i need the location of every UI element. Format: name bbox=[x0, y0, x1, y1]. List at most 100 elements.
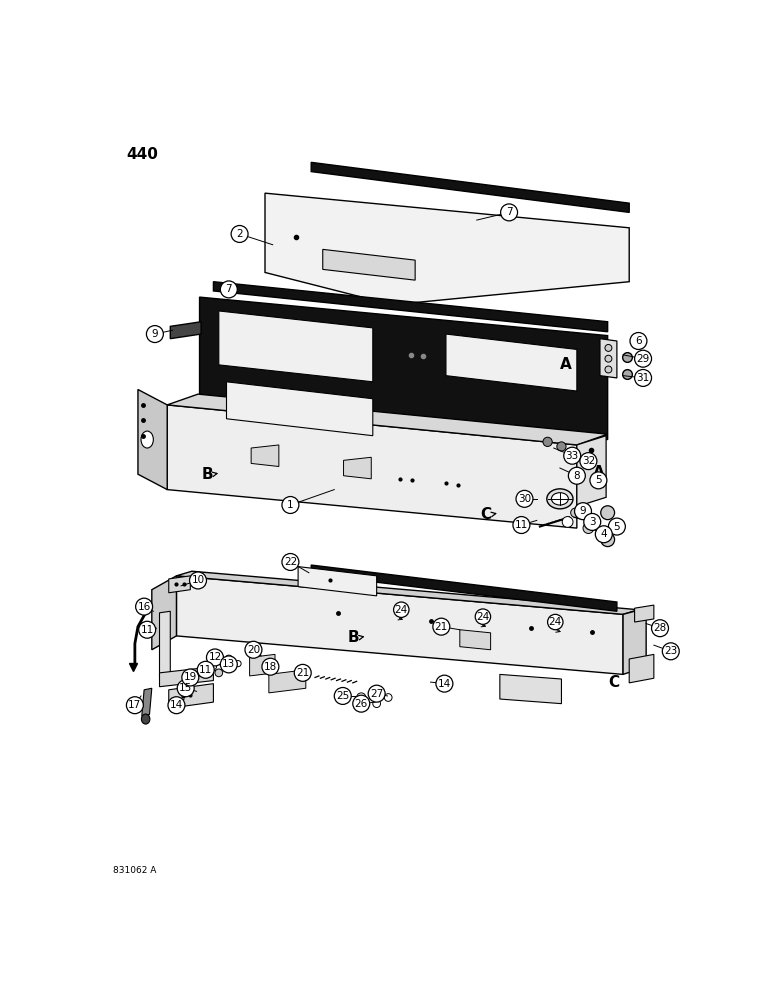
Circle shape bbox=[501, 204, 518, 221]
Circle shape bbox=[543, 437, 552, 446]
Text: 15: 15 bbox=[179, 683, 193, 693]
Polygon shape bbox=[170, 322, 201, 339]
Circle shape bbox=[245, 641, 262, 658]
Text: 11: 11 bbox=[140, 625, 154, 635]
Text: 14: 14 bbox=[438, 679, 451, 689]
Polygon shape bbox=[167, 405, 577, 528]
Polygon shape bbox=[251, 445, 279, 466]
Text: B: B bbox=[201, 467, 213, 482]
Polygon shape bbox=[446, 334, 577, 391]
Circle shape bbox=[215, 669, 222, 677]
Text: 9: 9 bbox=[151, 329, 158, 339]
Polygon shape bbox=[176, 571, 639, 614]
Text: 831062 A: 831062 A bbox=[113, 866, 157, 875]
Circle shape bbox=[335, 687, 351, 704]
Text: 8: 8 bbox=[573, 471, 580, 481]
Circle shape bbox=[571, 508, 580, 517]
Circle shape bbox=[605, 355, 612, 362]
Circle shape bbox=[595, 526, 612, 543]
Circle shape bbox=[207, 649, 223, 666]
Text: 23: 23 bbox=[664, 646, 677, 656]
Circle shape bbox=[630, 333, 647, 349]
Circle shape bbox=[590, 472, 607, 489]
Circle shape bbox=[583, 513, 601, 530]
Polygon shape bbox=[500, 674, 562, 704]
Text: 31: 31 bbox=[636, 373, 650, 383]
Text: 27: 27 bbox=[370, 689, 383, 699]
Polygon shape bbox=[226, 382, 373, 436]
Circle shape bbox=[182, 669, 199, 686]
Text: A: A bbox=[593, 465, 604, 480]
Circle shape bbox=[168, 697, 185, 714]
Polygon shape bbox=[265, 193, 629, 305]
Circle shape bbox=[548, 614, 563, 630]
Text: 7: 7 bbox=[225, 284, 232, 294]
Text: 9: 9 bbox=[580, 506, 587, 516]
Circle shape bbox=[282, 554, 299, 570]
Polygon shape bbox=[311, 565, 617, 611]
Polygon shape bbox=[623, 608, 646, 674]
Polygon shape bbox=[323, 249, 415, 280]
Text: 10: 10 bbox=[191, 575, 204, 585]
Polygon shape bbox=[142, 688, 152, 716]
Text: 13: 13 bbox=[222, 659, 236, 669]
Ellipse shape bbox=[551, 493, 569, 505]
Circle shape bbox=[126, 697, 144, 714]
Polygon shape bbox=[138, 389, 167, 490]
Text: 18: 18 bbox=[264, 662, 277, 672]
Polygon shape bbox=[168, 684, 214, 708]
Circle shape bbox=[575, 503, 591, 520]
Polygon shape bbox=[159, 611, 170, 677]
Circle shape bbox=[605, 344, 612, 351]
Polygon shape bbox=[168, 576, 190, 593]
Circle shape bbox=[147, 326, 163, 343]
Polygon shape bbox=[343, 457, 371, 479]
Text: 1: 1 bbox=[287, 500, 294, 510]
Text: B: B bbox=[348, 630, 360, 645]
Polygon shape bbox=[600, 339, 617, 378]
Polygon shape bbox=[159, 667, 214, 687]
Polygon shape bbox=[176, 576, 623, 674]
Circle shape bbox=[580, 453, 597, 470]
Circle shape bbox=[220, 281, 237, 298]
Text: 6: 6 bbox=[635, 336, 642, 346]
Text: 32: 32 bbox=[582, 456, 595, 466]
Circle shape bbox=[190, 572, 207, 589]
Text: 14: 14 bbox=[170, 700, 183, 710]
Text: 25: 25 bbox=[336, 691, 349, 701]
Text: 11: 11 bbox=[199, 665, 212, 675]
Circle shape bbox=[294, 664, 311, 681]
Text: 29: 29 bbox=[636, 354, 650, 364]
Polygon shape bbox=[269, 670, 306, 693]
Circle shape bbox=[353, 695, 370, 712]
Circle shape bbox=[394, 602, 409, 617]
Text: 22: 22 bbox=[284, 557, 297, 567]
Text: 21: 21 bbox=[434, 622, 448, 632]
Text: 24: 24 bbox=[548, 617, 562, 627]
Text: 7: 7 bbox=[505, 207, 512, 217]
Text: 24: 24 bbox=[477, 612, 490, 622]
Text: 26: 26 bbox=[355, 699, 368, 709]
Circle shape bbox=[225, 655, 232, 663]
Circle shape bbox=[601, 506, 615, 520]
Circle shape bbox=[605, 366, 612, 373]
Circle shape bbox=[211, 664, 217, 670]
Polygon shape bbox=[219, 311, 373, 382]
Circle shape bbox=[608, 518, 626, 535]
Text: 12: 12 bbox=[208, 652, 222, 662]
Circle shape bbox=[564, 447, 580, 464]
Circle shape bbox=[562, 517, 573, 527]
Polygon shape bbox=[298, 567, 377, 596]
Text: 19: 19 bbox=[183, 672, 197, 682]
Polygon shape bbox=[167, 394, 608, 445]
Circle shape bbox=[516, 490, 533, 507]
Ellipse shape bbox=[547, 489, 573, 509]
Text: A: A bbox=[559, 357, 571, 372]
Polygon shape bbox=[459, 630, 491, 650]
Polygon shape bbox=[214, 282, 608, 332]
Polygon shape bbox=[629, 654, 654, 683]
Polygon shape bbox=[577, 436, 606, 507]
Circle shape bbox=[282, 497, 299, 513]
Text: 17: 17 bbox=[128, 700, 141, 710]
Text: 440: 440 bbox=[126, 147, 158, 162]
